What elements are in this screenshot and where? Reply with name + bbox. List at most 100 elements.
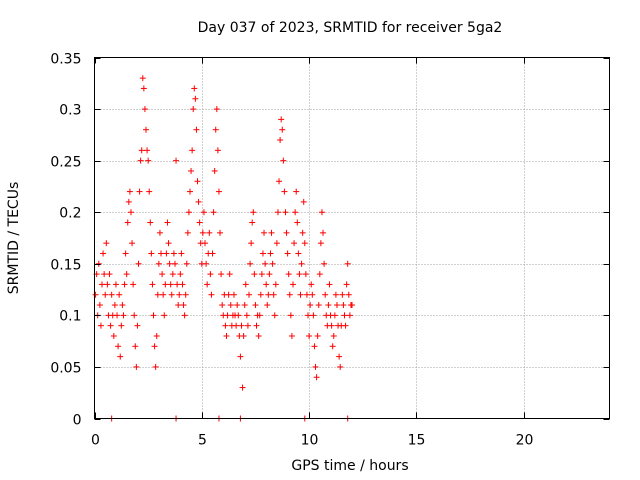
data-point — [137, 157, 144, 164]
data-point — [305, 312, 312, 319]
data-point — [251, 271, 258, 278]
data-point — [200, 209, 207, 216]
y-axis-label: SRMTID / TECUs — [6, 182, 22, 295]
data-point — [257, 291, 264, 298]
data-point — [211, 167, 218, 174]
data-point — [281, 188, 288, 195]
data-point — [268, 229, 275, 236]
data-point — [235, 312, 242, 319]
data-point — [193, 126, 200, 133]
data-point — [131, 312, 138, 319]
data-point — [288, 332, 295, 339]
data-point — [300, 198, 307, 205]
data-point — [349, 302, 355, 309]
data-point — [160, 291, 167, 298]
data-point — [309, 291, 316, 298]
data-point — [167, 281, 174, 288]
data-point — [276, 178, 283, 185]
data-point — [239, 384, 246, 391]
data-point — [225, 291, 232, 298]
data-point — [249, 219, 256, 226]
data-point — [123, 271, 130, 278]
data-point — [92, 291, 99, 298]
data-point — [274, 209, 281, 216]
data-point — [333, 302, 340, 309]
data-point — [307, 302, 314, 309]
data-point — [346, 312, 353, 319]
data-point — [141, 106, 148, 113]
data-point — [328, 322, 335, 329]
y-tick-label: 0.3 — [59, 103, 81, 119]
data-point — [339, 291, 346, 298]
data-point — [345, 291, 352, 298]
data-point — [95, 260, 102, 267]
data-point — [301, 240, 308, 247]
data-point — [247, 260, 254, 267]
data-point — [253, 322, 260, 329]
y-tick-label: 0.25 — [50, 155, 81, 171]
data-point — [139, 75, 146, 82]
data-point — [303, 291, 310, 298]
data-point — [179, 281, 186, 288]
data-point — [343, 281, 350, 288]
data-point — [107, 322, 114, 329]
data-point — [264, 302, 271, 309]
data-point — [177, 271, 184, 278]
data-point — [293, 188, 300, 195]
y-tick-label: 0.2 — [59, 206, 81, 222]
x-tick-label: 5 — [198, 433, 207, 449]
data-point — [312, 363, 319, 370]
data-point — [116, 291, 123, 298]
data-point — [96, 302, 103, 309]
y-tick-label: 0.35 — [50, 52, 81, 68]
data-point — [144, 147, 151, 154]
data-point — [255, 332, 262, 339]
x-tick-label: 10 — [301, 433, 319, 449]
data-point — [215, 188, 222, 195]
data-point — [308, 281, 315, 288]
data-point — [295, 250, 302, 257]
data-point — [277, 137, 284, 144]
data-point — [181, 312, 188, 319]
data-point — [159, 271, 166, 278]
data-point — [146, 188, 153, 195]
data-point — [103, 240, 110, 247]
data-point — [287, 312, 294, 319]
data-point — [234, 302, 241, 309]
data-point — [106, 271, 113, 278]
data-point — [166, 260, 173, 267]
data-point — [194, 178, 201, 185]
data-point — [210, 209, 217, 216]
axis-ticks: 0 5 10 15 20 0 0.05 0.1 0.15 0.2 0.25 0.3 0.35 — [50, 52, 610, 449]
data-point — [273, 240, 280, 247]
data-point — [140, 85, 147, 92]
data-point — [124, 219, 131, 226]
data-point — [296, 271, 303, 278]
data-point — [280, 157, 287, 164]
data-point — [175, 302, 182, 309]
data-point — [336, 353, 343, 360]
data-point — [223, 332, 230, 339]
x-tick-label: 15 — [408, 433, 426, 449]
data-point — [155, 260, 162, 267]
data-point — [233, 322, 240, 329]
data-point — [291, 240, 298, 247]
data-point — [110, 332, 117, 339]
data-point — [151, 343, 158, 350]
data-point — [246, 291, 252, 298]
data-point — [326, 281, 333, 288]
data-point — [294, 219, 301, 226]
data-point — [237, 353, 244, 360]
x-tick-label: 0 — [91, 433, 100, 449]
data-point — [298, 260, 305, 267]
data-point — [344, 260, 351, 267]
data-point — [135, 260, 142, 267]
data-point — [115, 343, 122, 350]
data-point — [171, 260, 178, 267]
data-point — [289, 281, 296, 288]
data-point — [130, 281, 137, 288]
data-point — [286, 291, 293, 298]
data-point — [214, 147, 221, 154]
data-point — [162, 281, 169, 288]
